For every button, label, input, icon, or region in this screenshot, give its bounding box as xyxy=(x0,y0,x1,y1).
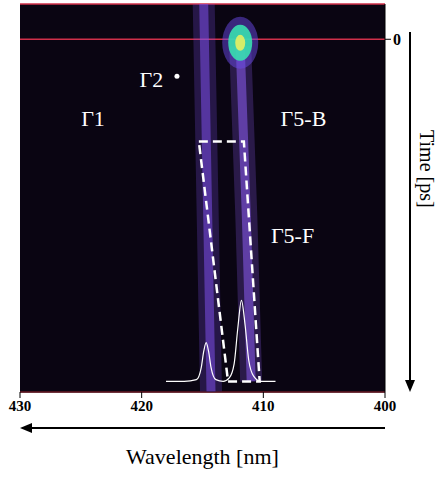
html-text:Wavelength [nm]: Wavelength [nm] xyxy=(126,444,279,469)
svg-text:400: 400 xyxy=(374,398,397,414)
svg-text:420: 420 xyxy=(130,398,153,414)
html-text:Time [ps]: Time [ps] xyxy=(416,130,438,208)
svg-text:Γ1: Γ1 xyxy=(81,106,105,131)
svg-text:410: 410 xyxy=(252,398,275,414)
svg-text:430: 430 xyxy=(9,398,32,414)
svg-text:0: 0 xyxy=(393,31,401,48)
svg-text:Γ5-F: Γ5-F xyxy=(271,223,314,248)
svg-text:Γ2: Γ2 xyxy=(140,67,164,92)
svg-text:Γ5-B: Γ5-B xyxy=(281,106,327,131)
